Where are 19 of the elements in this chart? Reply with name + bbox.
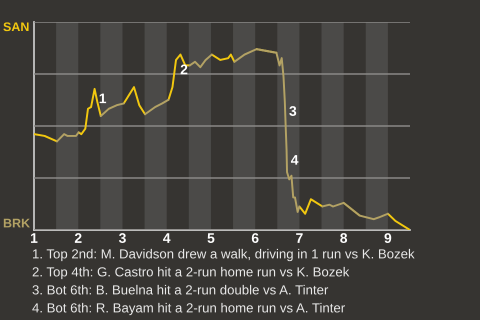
annotation: 3: [289, 106, 296, 116]
text: BRK: [4, 218, 30, 228]
x-tick-label: 9: [384, 233, 392, 243]
text: 3. Bot 6th: B. Buelna hit a 2-run double vs A. Tinter: [32, 284, 328, 295]
x-tick-label: 2: [74, 233, 82, 243]
x-tick-label: 1: [31, 233, 38, 243]
x-tick-label: 6: [252, 233, 259, 243]
x-tick-label: 3: [118, 233, 126, 243]
annotation: 1: [100, 94, 106, 104]
text: SAN: [3, 22, 29, 32]
x-tick-label: 8: [340, 233, 348, 243]
text: 4. Bot 6th: R. Bayam hit a 2-run home run vs A. Tinter: [32, 302, 345, 316]
text: 2. Top 4th: G. Castro hit a 2-run home run vs K. Bozek: [32, 266, 350, 280]
x-tick-label: 5: [208, 233, 214, 243]
annotation: 4: [290, 155, 298, 165]
x-tick-label: 7: [296, 233, 303, 243]
annotation: 2: [180, 64, 188, 74]
x-tick-label: 4: [163, 233, 170, 243]
text: 1. Top 2nd: M. Davidson drew a walk, driving in 1 run vs K. Bozek: [33, 248, 415, 262]
